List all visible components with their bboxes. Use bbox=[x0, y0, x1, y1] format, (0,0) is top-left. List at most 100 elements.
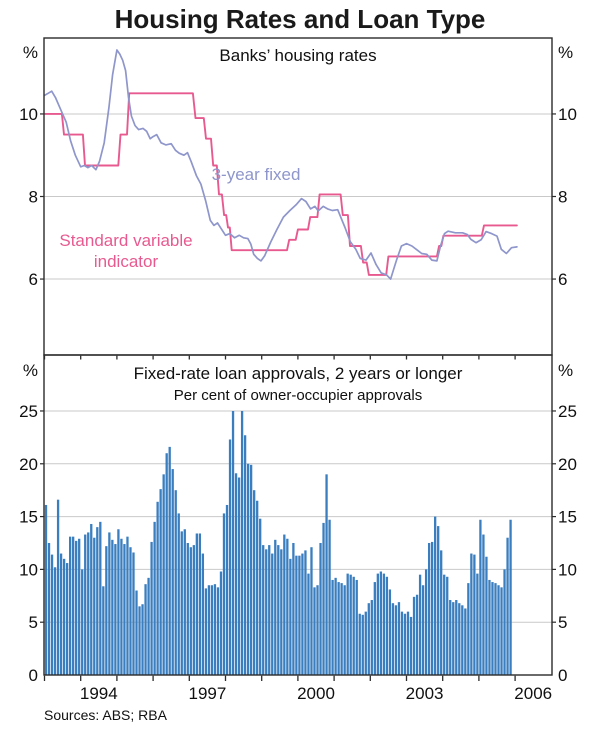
series-label-standard-variable-line2: indicator bbox=[93, 252, 159, 271]
bar-month bbox=[138, 606, 141, 675]
bar-month bbox=[440, 550, 443, 675]
bar-month bbox=[192, 545, 195, 675]
y-label-left-bottom-25: 25 bbox=[19, 402, 38, 421]
bar-month bbox=[132, 552, 135, 675]
bar-month bbox=[295, 555, 298, 675]
bar-month bbox=[391, 603, 395, 675]
y-label-left-bottom-5: 5 bbox=[29, 613, 38, 632]
bar-month bbox=[253, 490, 256, 675]
bar-month bbox=[216, 587, 220, 675]
top-panel-title: Banks’ housing rates bbox=[219, 46, 377, 65]
bar-month bbox=[437, 526, 440, 675]
y-label-left-top-10: 10 bbox=[19, 105, 38, 124]
bar-month bbox=[373, 582, 376, 675]
bar-month bbox=[473, 554, 476, 675]
bar-month bbox=[313, 587, 316, 675]
bar-month bbox=[334, 577, 337, 675]
bar-month bbox=[464, 608, 467, 675]
bar-month bbox=[298, 555, 301, 675]
series-label-standard-variable-line1: Standard variable bbox=[59, 231, 193, 250]
bar-month bbox=[367, 603, 370, 675]
bar-month bbox=[370, 600, 373, 675]
bar-month bbox=[443, 574, 446, 675]
bar-month bbox=[376, 573, 379, 675]
bar-month bbox=[174, 490, 177, 675]
bar-month bbox=[186, 542, 189, 675]
bar-month bbox=[120, 538, 123, 675]
bar-month bbox=[265, 549, 268, 675]
bar-month bbox=[219, 571, 223, 675]
bar-month bbox=[105, 546, 108, 675]
bar-month bbox=[165, 453, 168, 675]
bar-month bbox=[195, 533, 198, 675]
bar-month bbox=[382, 573, 386, 675]
bar-month bbox=[352, 576, 355, 675]
bar-month bbox=[78, 538, 81, 675]
bar-month bbox=[461, 605, 464, 675]
bar-month bbox=[144, 584, 147, 675]
bar-month bbox=[168, 446, 171, 675]
bar-month bbox=[256, 500, 259, 675]
page-title: Housing Rates and Loan Type bbox=[114, 4, 486, 34]
bar-month bbox=[355, 579, 358, 675]
y-label-right-top-8: 8 bbox=[558, 188, 567, 207]
bar-month bbox=[171, 469, 174, 675]
bar-month bbox=[277, 545, 280, 675]
bar-month bbox=[111, 539, 114, 675]
bar-month bbox=[262, 545, 265, 675]
bar-month bbox=[337, 582, 340, 675]
bar-month bbox=[102, 586, 105, 675]
y-label-right-bottom-15: 15 bbox=[558, 508, 577, 527]
bar-month bbox=[424, 569, 428, 675]
bar-month bbox=[249, 464, 253, 675]
bar-month bbox=[283, 534, 286, 675]
bar-month bbox=[452, 602, 455, 675]
y-label-right-top-6: 6 bbox=[558, 270, 567, 289]
bar-month bbox=[117, 529, 120, 675]
bottom-panel-border bbox=[43, 354, 553, 676]
bar-month bbox=[108, 532, 111, 675]
bar-month bbox=[286, 538, 289, 675]
y-label-left-bottom-15: 15 bbox=[19, 508, 38, 527]
bar-month bbox=[400, 611, 404, 675]
bar-month bbox=[93, 537, 96, 675]
bar-month bbox=[406, 611, 410, 675]
bar-month bbox=[292, 542, 295, 675]
bar-month bbox=[201, 553, 205, 675]
bar-month bbox=[403, 613, 407, 675]
bar-month bbox=[159, 489, 162, 675]
bar-month bbox=[237, 477, 241, 675]
bar-month bbox=[509, 519, 512, 675]
bar-month bbox=[485, 556, 488, 675]
unit-label-bottom-right: % bbox=[558, 361, 573, 380]
series-label-3-year-fixed: 3-year fixed bbox=[211, 165, 301, 184]
bar-month bbox=[234, 473, 238, 675]
bar-month bbox=[123, 544, 126, 675]
bar-month bbox=[500, 587, 503, 675]
y-label-left-top-8: 8 bbox=[29, 188, 38, 207]
bar-month bbox=[213, 584, 217, 675]
bar-month bbox=[455, 600, 458, 675]
bar-month bbox=[328, 519, 331, 675]
bar-month bbox=[325, 474, 328, 675]
bar-month bbox=[397, 602, 401, 675]
sources-note: Sources: ABS; RBA bbox=[44, 707, 167, 723]
bar-month bbox=[50, 554, 54, 675]
bar-month bbox=[189, 547, 192, 675]
bar-month bbox=[72, 536, 75, 675]
bar-month bbox=[470, 553, 473, 675]
y-label-right-bottom-20: 20 bbox=[558, 455, 577, 474]
x-year-label-2000: 2000 bbox=[297, 684, 335, 703]
bar-month bbox=[280, 549, 283, 675]
y-label-left-bottom-10: 10 bbox=[19, 560, 38, 579]
bar-month bbox=[319, 542, 322, 675]
unit-label-top-left: % bbox=[23, 43, 38, 62]
bar-month bbox=[449, 600, 452, 675]
bar-month bbox=[268, 545, 271, 675]
bar-month bbox=[379, 571, 383, 675]
bar-month bbox=[180, 531, 183, 675]
line-series-3-year-fixed bbox=[43, 49, 518, 280]
bar-month bbox=[289, 558, 292, 675]
bar-month bbox=[412, 596, 416, 675]
